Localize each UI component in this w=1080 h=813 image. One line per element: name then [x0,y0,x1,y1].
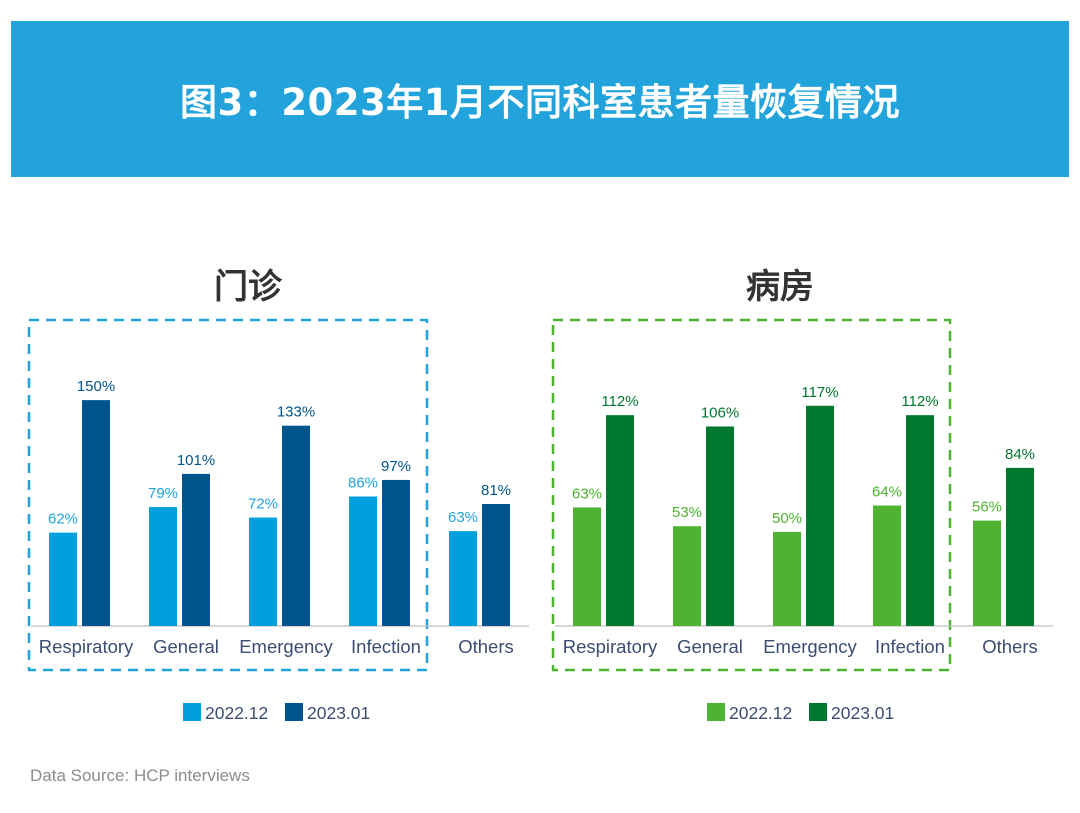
legend-swatch-0 [707,703,725,721]
legend-swatch-1 [809,703,827,721]
category-label: Respiratory [563,636,658,657]
data-label: 56% [972,499,1002,516]
category-label: General [153,636,219,657]
data-label: 62% [48,511,78,528]
data-label: 112% [901,393,938,410]
data-label: 50% [772,510,802,527]
bar-emergency-2022-12 [249,517,277,626]
bar-general-2022-12 [673,526,701,626]
legend-label: 2022.12 [729,703,792,723]
category-label: Emergency [239,636,333,657]
data-label: 97% [381,458,411,475]
legend-label: 2022.12 [205,703,268,723]
bar-respiratory-2023-01 [82,400,110,626]
category-label: Infection [875,636,945,657]
dashed-frame [551,318,952,672]
data-label: 112% [601,393,638,410]
bar-respiratory-2023-01 [606,415,634,626]
bar-infection-2023-01 [382,479,410,626]
chart-title: 病房 [746,267,814,307]
bar-others-2022-12 [973,520,1001,626]
bar-general-2023-01 [182,473,210,626]
bar-respiratory-2022-12 [49,532,77,626]
bar-infection-2023-01 [906,415,934,626]
bar-infection-2022-12 [349,496,377,626]
bar-infection-2022-12 [873,505,901,626]
data-label: 117% [801,384,838,401]
legend-label: 2023.01 [307,703,370,723]
title-banner: 图3：2023年1月不同科室患者量恢复情况 [11,21,1069,177]
bar-others-2022-12 [449,531,477,626]
data-label: 53% [672,504,702,521]
data-label: 81% [481,482,511,499]
bar-emergency-2023-01 [282,425,310,626]
category-label: Respiratory [39,636,134,657]
data-label: 64% [872,484,902,501]
data-label: 84% [1005,446,1035,463]
data-label: 63% [572,485,602,502]
chart-inpatient: 病房 63% 112% Respiratory 53% 106% General 50% 117… [551,267,1053,723]
legend-label: 2023.01 [831,703,894,723]
data-label: 79% [148,485,178,502]
category-label: Others [982,636,1038,657]
data-label: 106% [701,404,739,421]
bar-general-2022-12 [149,507,177,626]
data-label: 150% [77,378,115,395]
legend-swatch-1 [285,703,303,721]
data-source-note: Data Source: HCP interviews [30,766,250,785]
bar-emergency-2023-01 [806,405,834,626]
data-label: 101% [177,452,215,469]
data-label: 86% [348,474,378,491]
bar-emergency-2022-12 [773,531,801,626]
figure-title: 图3：2023年1月不同科室患者量恢复情况 [180,81,900,124]
category-label: General [677,636,743,657]
data-label: 63% [448,509,478,526]
bar-others-2023-01 [482,504,510,626]
legend-swatch-0 [183,703,201,721]
chart-outpatient: 门诊 62% 150% Respiratory 79% 101% General 72% 133… [27,267,529,723]
data-label: 133% [277,404,315,421]
category-label: Infection [351,636,421,657]
chart-title: 门诊 [214,267,283,307]
category-label: Others [458,636,514,657]
bar-general-2023-01 [706,426,734,626]
bar-respiratory-2022-12 [573,507,601,626]
bar-others-2023-01 [1006,467,1034,626]
data-label: 72% [248,496,278,513]
category-label: Emergency [763,636,857,657]
